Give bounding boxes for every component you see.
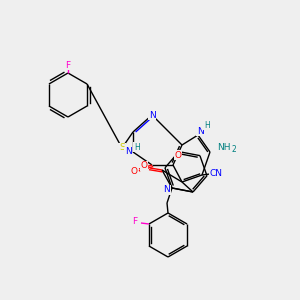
Text: H: H [134,142,140,152]
Text: S: S [119,143,125,152]
Text: N: N [148,110,155,119]
Text: O: O [130,167,137,176]
Text: N: N [196,127,203,136]
Text: NH: NH [217,142,231,152]
Text: O: O [140,161,148,170]
Text: CN: CN [209,169,223,178]
Text: F: F [65,61,70,70]
Text: O: O [175,151,182,160]
Text: F: F [132,218,137,226]
Text: H: H [204,121,210,130]
Text: N: N [164,185,170,194]
Text: 2: 2 [232,146,236,154]
Text: N: N [124,148,131,157]
